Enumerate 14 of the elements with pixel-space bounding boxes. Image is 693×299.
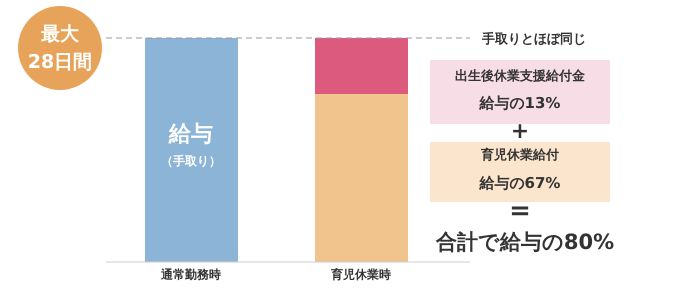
text: 給与の13% (480, 94, 560, 112)
annotation: （手取り） (161, 154, 221, 168)
text: 育児休業給付 (481, 148, 559, 163)
ref-line-label: 手取りとほぼ同じ (481, 31, 586, 47)
annotation: 出生後休業支援給付金 (455, 68, 585, 84)
text: 最大 (41, 22, 79, 45)
text: + (510, 118, 530, 144)
text: 給与の67% (480, 174, 560, 192)
x-tick-label: 通常勤務時 (160, 268, 221, 282)
annotation: 合計で給与の80% (436, 230, 614, 254)
x-tick-label: 育児休業時 (330, 268, 391, 282)
annotation: 給与 (169, 122, 213, 147)
text: 28日間 (28, 50, 92, 73)
text: = (509, 196, 531, 226)
